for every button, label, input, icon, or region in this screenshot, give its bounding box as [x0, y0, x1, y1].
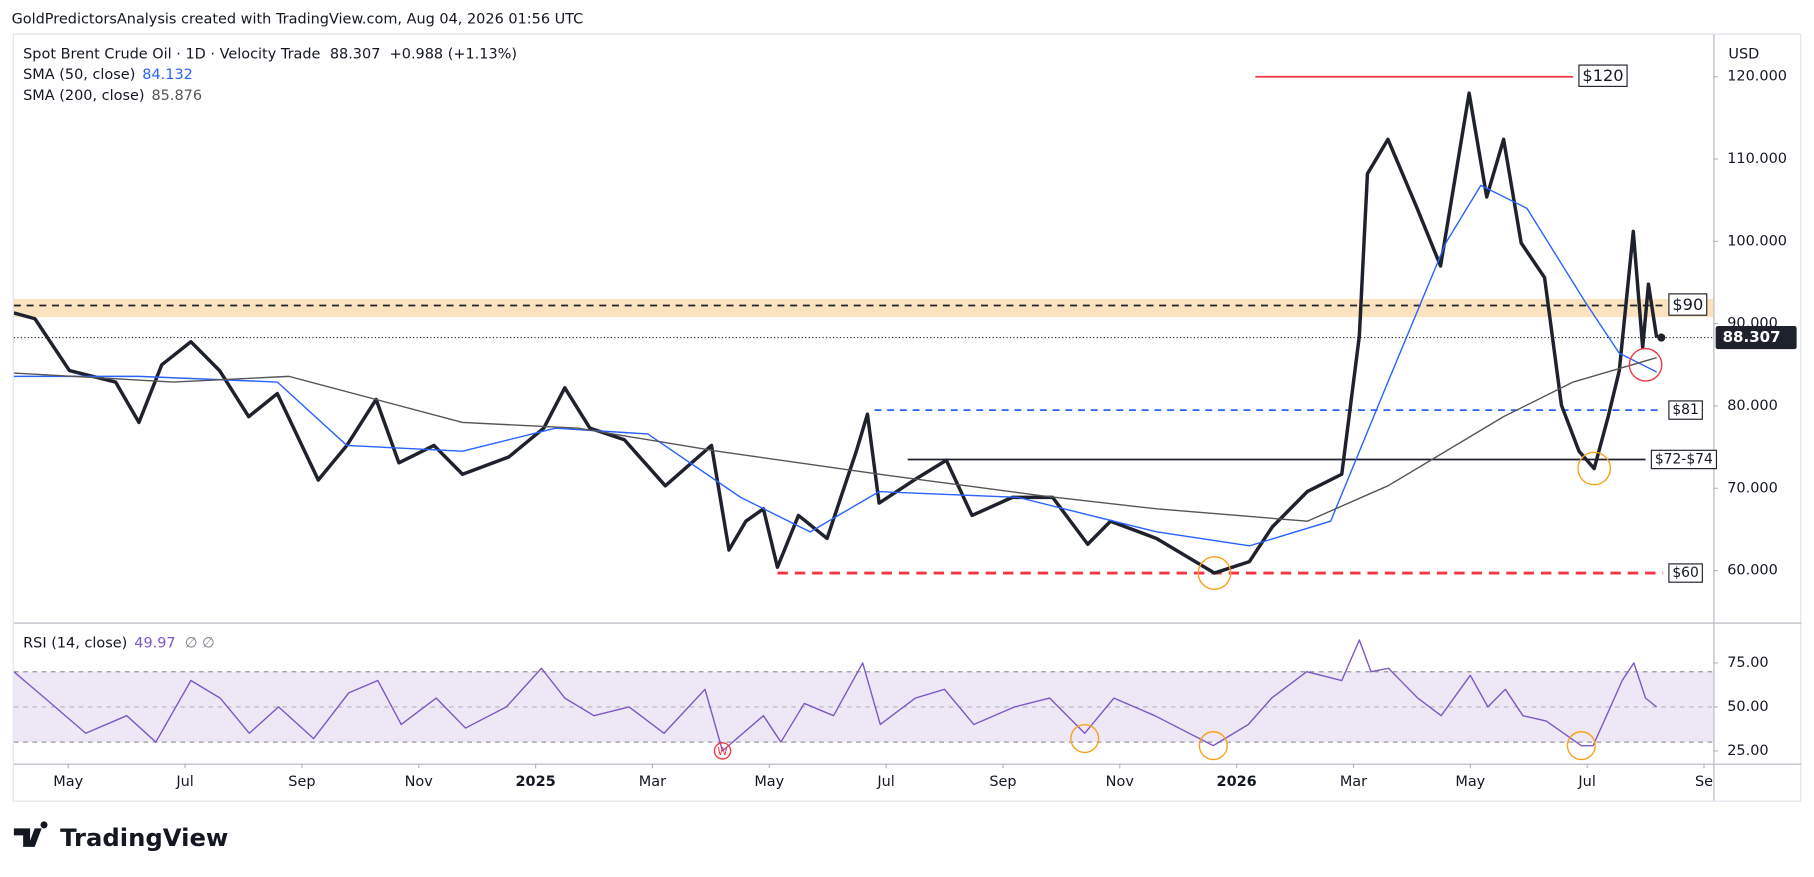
rsi-value: 49.97: [134, 635, 175, 651]
y-tick-label: 110.000: [1727, 151, 1787, 167]
y-tick-label: 120.000: [1727, 69, 1787, 85]
label-box: [1668, 563, 1703, 583]
header: GoldPredictorsAnalysis created with Trad…: [12, 12, 584, 28]
label-box: [1668, 400, 1703, 420]
x-tick-label: Jul: [876, 774, 894, 790]
legend-name: SMA (50, close): [23, 67, 135, 83]
marker: [1198, 731, 1228, 761]
x-tick-label: May: [754, 774, 784, 790]
logo-mark: [13, 821, 48, 847]
y-tick-label: 100.000: [1727, 233, 1787, 249]
series-line: [13, 356, 1657, 522]
y-tick-label: 25.00: [1727, 743, 1768, 759]
level-label: $72-$74: [1655, 451, 1713, 467]
level-label: $60: [1672, 565, 1698, 581]
logo: TradingView: [13, 821, 228, 852]
x-tick-label: Nov: [405, 774, 434, 790]
x-tick-label: Mar: [1340, 774, 1367, 790]
y-tick-label: 70.000: [1727, 480, 1778, 496]
x-tick-label: Sep: [989, 774, 1016, 790]
x-tick-label: 2025: [515, 774, 555, 790]
y-tick-label: 75.00: [1727, 655, 1768, 671]
label-box: [1668, 293, 1708, 316]
series-line: [13, 639, 1658, 752]
rsi-symbols: ∅ ∅: [185, 635, 215, 651]
level-label: $90: [1672, 295, 1703, 314]
logo-text: TradingView: [60, 823, 228, 852]
marker-label: W: [717, 746, 727, 758]
y-tick-label: 80.000: [1727, 398, 1778, 414]
label-box: [1578, 64, 1628, 87]
x-tick-label: Mar: [639, 774, 666, 790]
x-tick-label: May: [53, 774, 83, 790]
title: Spot Brent Crude Oil · 1D · Velocity Tra…: [23, 46, 320, 62]
marker: [1628, 347, 1663, 382]
legend-value: 85.876: [151, 88, 202, 104]
marker: [1197, 556, 1232, 590]
x-tick-label: Jul: [1577, 774, 1595, 790]
change: +0.988 (+1.13%): [390, 46, 517, 62]
x-tick-label: Jul: [175, 774, 193, 790]
marker: [1070, 724, 1100, 754]
level-label: $120: [1582, 66, 1623, 85]
x-tick-label: Sep: [288, 774, 315, 790]
last-point: [1657, 333, 1666, 342]
price-tag-label: 88.307: [1723, 328, 1781, 346]
rsi-title: RSI (14, close): [23, 635, 127, 651]
legend-value: 84.132: [142, 67, 193, 83]
y-tick-label: 50.00: [1727, 699, 1768, 715]
legend-name: SMA (200, close): [23, 88, 144, 104]
y-tick-label: 60.000: [1727, 563, 1778, 579]
series-line: [13, 184, 1657, 547]
series-line: [13, 91, 1659, 575]
level-label: $81: [1672, 402, 1698, 418]
x-tick-label: May: [1455, 774, 1485, 790]
x-tick-label: 2026: [1217, 774, 1257, 790]
price-tag: [1715, 326, 1797, 350]
x-tick-label: Se: [1695, 774, 1713, 790]
currency: USD: [1728, 46, 1759, 62]
marker: [1566, 731, 1596, 761]
marker: [1577, 451, 1612, 486]
marker: [713, 742, 732, 760]
x-tick-label: Nov: [1106, 774, 1135, 790]
last-value: 88.307: [330, 46, 381, 62]
frame: [12, 33, 1802, 802]
label-box: [1650, 449, 1718, 470]
band: [13, 298, 1714, 318]
plot: May Jul Sep Nov 2025 Mar May Jul Sep Nov 2026 Mar Ma…: [13, 46, 1797, 790]
